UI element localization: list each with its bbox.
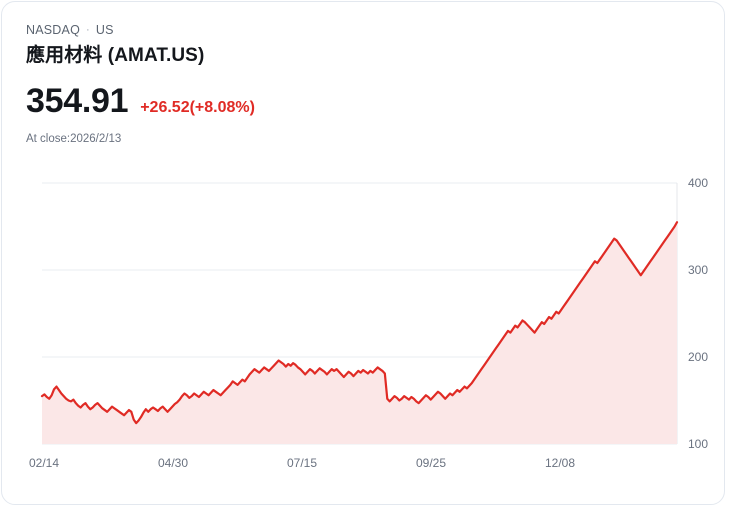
exchange-label: NASDAQ xyxy=(26,23,80,37)
y-tick-label: 100 xyxy=(688,437,709,451)
close-timestamp: At close:2026/2/13 xyxy=(26,133,122,145)
area-fill xyxy=(42,222,677,444)
y-tick-label: 400 xyxy=(688,176,709,190)
page-title: 應用材料 (AMAT.US) xyxy=(26,45,205,66)
stock-quote-card: NASDAQ · US 應用材料 (AMAT.US) 354.91 +26.52… xyxy=(1,1,725,505)
price-line xyxy=(40,221,679,425)
region-label: US xyxy=(95,23,114,37)
x-tick-label: 04/30 xyxy=(157,456,189,470)
price-chart[interactable]: 400 300 200 100 02/14 04/30 07/15 09/25 12/08 xyxy=(2,167,726,477)
separator-dot: · xyxy=(86,24,90,36)
y-tick-label: 200 xyxy=(688,350,709,364)
quote-header: NASDAQ · US 應用材料 (AMAT.US) 354.91 +26.52… xyxy=(26,22,686,147)
exchange-row: NASDAQ · US xyxy=(26,22,686,38)
x-tick-label: 07/15 xyxy=(286,456,318,470)
price-change: +26.52(+8.08%) xyxy=(140,99,255,116)
y-tick-label: 300 xyxy=(688,263,709,277)
price-value: 354.91 xyxy=(26,82,129,120)
x-tick-label: 02/14 xyxy=(28,456,60,470)
price-row: 354.91 +26.52(+8.08%) xyxy=(26,82,686,120)
x-tick-label: 09/25 xyxy=(415,456,447,470)
x-tick-label: 12/08 xyxy=(544,456,576,470)
chart-canvas xyxy=(40,182,679,445)
